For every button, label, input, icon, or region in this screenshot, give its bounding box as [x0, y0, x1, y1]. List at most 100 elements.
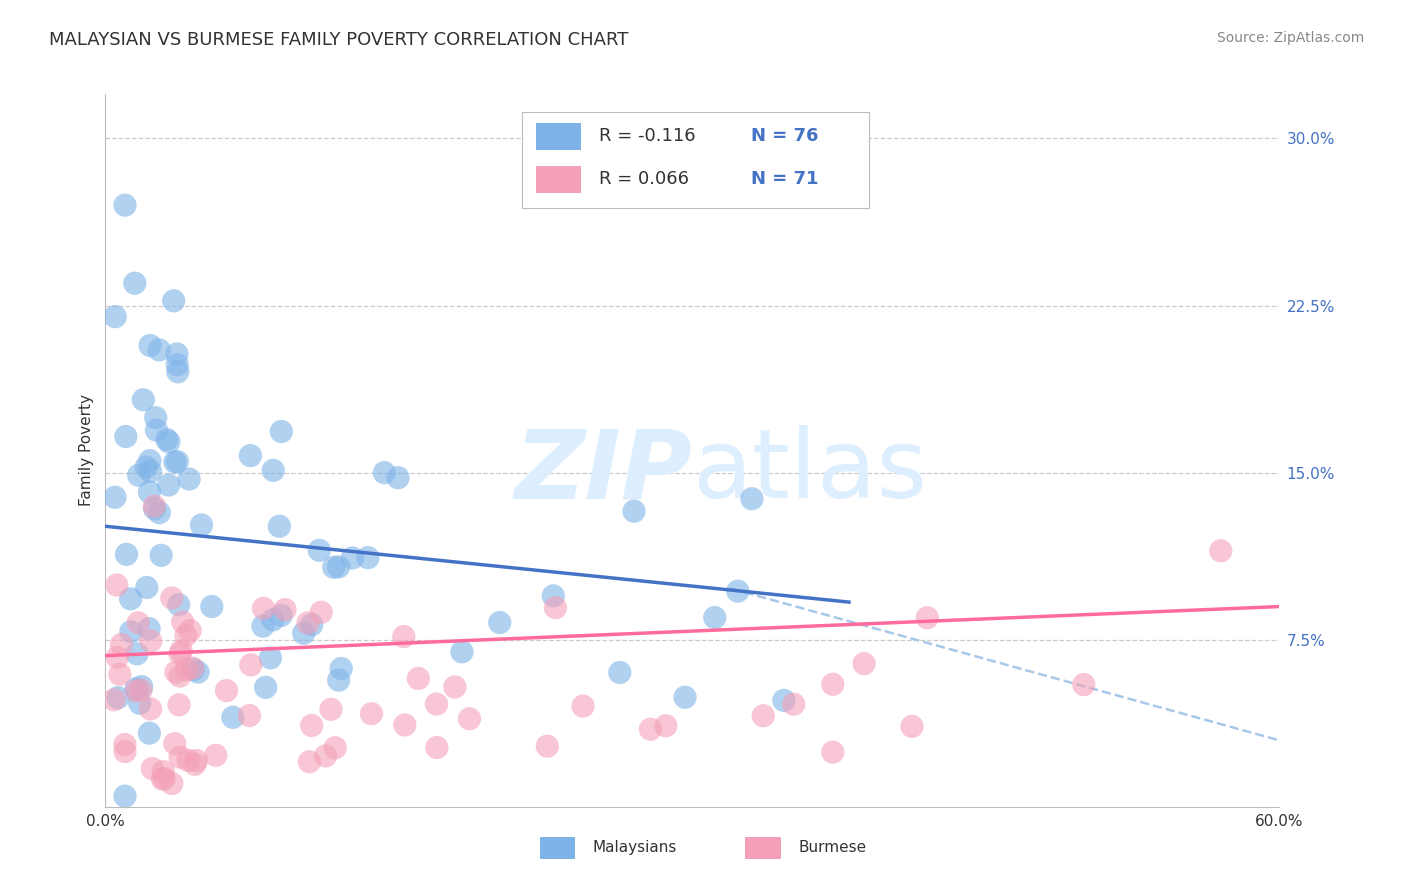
Point: [139, 634, 162, 648]
Point: [110, 638, 132, 652]
Point: [342, 550, 364, 565]
Point: [179, 624, 201, 638]
Point: [170, 644, 193, 658]
Point: [426, 740, 449, 755]
Point: [394, 718, 416, 732]
Point: [115, 547, 138, 561]
Text: N = 76: N = 76: [751, 128, 818, 145]
Point: [727, 584, 749, 599]
Point: [357, 550, 380, 565]
Point: [201, 599, 224, 614]
Point: [165, 665, 187, 680]
Point: [269, 519, 291, 533]
Point: [488, 615, 510, 630]
Point: [167, 598, 190, 612]
Point: [373, 466, 395, 480]
Point: [301, 617, 323, 632]
Point: [114, 738, 136, 752]
Point: [150, 549, 173, 563]
Point: [408, 672, 430, 686]
Text: atlas: atlas: [693, 425, 928, 518]
Point: [853, 657, 876, 671]
Point: [425, 697, 447, 711]
Point: [821, 677, 844, 691]
FancyBboxPatch shape: [522, 112, 869, 208]
Point: [308, 543, 330, 558]
Point: [315, 748, 337, 763]
Point: [139, 338, 162, 352]
Point: [703, 610, 725, 624]
Point: [1073, 678, 1095, 692]
Point: [543, 589, 565, 603]
Point: [177, 753, 200, 767]
Point: [458, 712, 481, 726]
Point: [204, 748, 226, 763]
Point: [166, 455, 188, 469]
Point: [239, 657, 262, 672]
Point: [274, 602, 297, 616]
Point: [252, 601, 274, 615]
Point: [105, 578, 128, 592]
Point: [262, 463, 284, 477]
Point: [174, 628, 197, 642]
Point: [108, 667, 131, 681]
Bar: [745, 838, 780, 859]
Point: [139, 453, 162, 467]
Point: [156, 433, 179, 447]
Point: [172, 615, 194, 629]
Point: [104, 310, 127, 324]
Point: [103, 693, 125, 707]
Point: [166, 365, 188, 379]
Point: [152, 772, 174, 786]
Point: [319, 702, 342, 716]
Point: [186, 754, 208, 768]
Point: [773, 693, 796, 707]
Y-axis label: Family Poverty: Family Poverty: [79, 394, 94, 507]
Point: [160, 591, 183, 605]
Point: [132, 392, 155, 407]
Point: [169, 647, 191, 661]
Point: [163, 455, 186, 469]
Point: [392, 630, 415, 644]
Point: [143, 501, 166, 516]
Point: [138, 726, 160, 740]
Point: [145, 410, 167, 425]
Point: [176, 663, 198, 677]
Point: [270, 608, 292, 623]
Point: [141, 762, 163, 776]
Point: [360, 706, 382, 721]
Point: [254, 681, 277, 695]
Point: [135, 460, 157, 475]
Point: [163, 293, 186, 308]
Point: [135, 581, 157, 595]
Text: Malaysians: Malaysians: [593, 840, 678, 855]
Point: [328, 673, 350, 687]
Text: R = -0.116: R = -0.116: [599, 128, 695, 145]
Text: Burmese: Burmese: [799, 840, 866, 855]
Point: [160, 776, 183, 790]
Point: [157, 434, 180, 449]
Point: [169, 669, 191, 683]
Point: [215, 683, 238, 698]
Point: [1209, 544, 1232, 558]
Point: [125, 647, 148, 661]
Point: [187, 665, 209, 679]
Point: [238, 708, 260, 723]
Point: [451, 645, 474, 659]
Bar: [540, 838, 575, 859]
Point: [128, 696, 150, 710]
Point: [623, 504, 645, 518]
Text: MALAYSIAN VS BURMESE FAMILY POVERTY CORRELATION CHART: MALAYSIAN VS BURMESE FAMILY POVERTY CORR…: [49, 31, 628, 49]
Point: [655, 719, 678, 733]
Point: [783, 697, 806, 711]
Point: [917, 611, 939, 625]
Point: [328, 560, 350, 574]
Point: [301, 718, 323, 732]
Point: [821, 745, 844, 759]
Point: [143, 500, 166, 514]
Point: [444, 680, 467, 694]
Point: [387, 471, 409, 485]
Point: [139, 464, 162, 478]
Point: [262, 613, 284, 627]
Point: [107, 690, 129, 705]
